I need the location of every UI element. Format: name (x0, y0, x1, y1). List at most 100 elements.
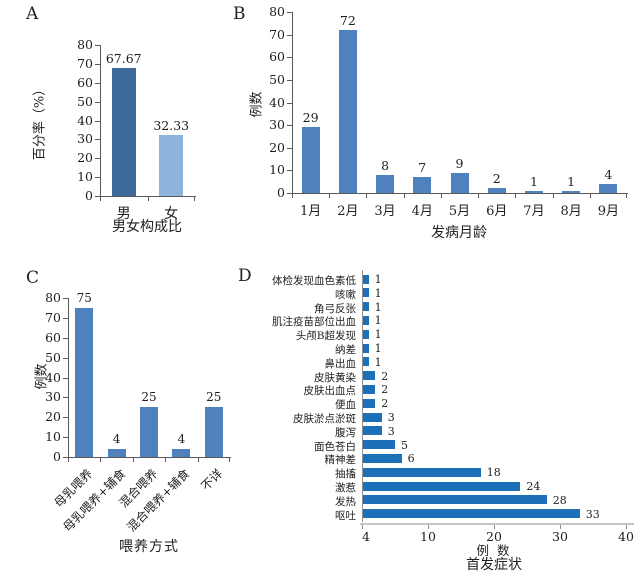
bar-7月 (524, 190, 543, 193)
x-category-tick (100, 458, 102, 462)
bar-value-label: 2 (381, 383, 389, 397)
panel-B-plot-area: 0 10 20 30 40 50 60 70 80 29 1月 72 2月 8 3月 7 4月 9 5月 2 6月 1 7月… (269, 4, 628, 219)
x-category-tick (147, 197, 149, 201)
bar-value-label: 4 (177, 432, 186, 447)
bar-value-label: 1 (567, 173, 576, 189)
panel-A-x-axis-title: 男女构成比 (112, 219, 182, 235)
x-category-tick (68, 458, 69, 462)
x-tick-label: 30 (552, 529, 568, 545)
bar-呕吐 (362, 509, 580, 519)
x-category-label: 4月 (411, 204, 433, 219)
bar-value-label: 1 (374, 314, 382, 328)
y-tick-label: 20 (45, 409, 61, 425)
x-tick-label: 4 (362, 529, 370, 545)
bar-母乳喂养+辅食 (107, 449, 126, 457)
y-tick-label: 80 (269, 4, 285, 19)
x-tick-mark (626, 525, 627, 530)
symptom-label: 体检发现血色素低 (272, 275, 356, 287)
bar-鼻出血 (362, 357, 369, 367)
x-category-tick (626, 194, 627, 198)
bar-3月 (376, 174, 395, 193)
y-tick-mark (63, 377, 68, 379)
y-tick-label: 0 (277, 185, 285, 200)
y-tick-mark (287, 79, 292, 81)
y-tick-mark (63, 437, 68, 439)
x-tick-mark (560, 525, 561, 530)
y-tick-mark (287, 57, 292, 59)
y-tick-mark (287, 102, 292, 104)
y-tick-label: 20 (269, 139, 285, 155)
x-axis-baseline (360, 523, 634, 526)
panel-D-plot-area: 体检发现血色素低 1 咳嗽 1 角弓反张 1 肌注疫苗部位出血 1 头颅B超发现 1 纳差 1 鼻出血 1… (230, 270, 644, 560)
bar-value-label: 4 (604, 166, 613, 182)
y-tick-mark (95, 120, 100, 122)
bar-value-label: 8 (381, 157, 390, 173)
x-category-label: 男 (116, 206, 131, 222)
bar-value-label: 1 (374, 273, 382, 286)
y-tick-label: 70 (269, 26, 285, 42)
symptom-label: 精神差 (324, 454, 357, 467)
x-category-tick (440, 194, 442, 198)
y-tick-label: 60 (45, 329, 61, 345)
bar-value-label: 3 (387, 424, 395, 438)
bar-便血 (362, 398, 376, 408)
panel-C-plot-area: 0 10 20 30 40 50 60 70 80 75 母乳喂养 4 母乳喂养+辅食 25 混合喂养 4 混合… (45, 290, 231, 534)
bar-发热 (362, 495, 547, 505)
y-tick-label: 50 (269, 71, 285, 87)
x-tick-mark (362, 525, 363, 530)
x-category-tick (132, 458, 134, 462)
y-tick-label: 10 (269, 162, 285, 178)
panel-A-plot-area: 0 10 20 30 40 50 60 70 80 67.67 男 32.33 女 (77, 37, 196, 222)
y-tick-label: 80 (45, 290, 61, 305)
bar-抽搐 (362, 467, 481, 477)
x-tick-label: 20 (486, 529, 502, 545)
y-axis-line (100, 45, 101, 196)
bar-8月 (562, 190, 581, 193)
panel-B-letter: B (233, 4, 247, 24)
bar-value-label: 2 (492, 171, 501, 187)
y-tick-mark (95, 101, 100, 103)
bar-角弓反张 (362, 302, 369, 312)
y-tick-mark (287, 12, 292, 13)
bar-皮肤黄染 (362, 371, 376, 381)
bar-精神差 (362, 453, 402, 463)
y-tick-mark (287, 193, 292, 194)
symptom-label: 咳嗽 (335, 288, 356, 301)
bar-混合喂养+辅食 (172, 449, 191, 457)
y-tick-label: 60 (269, 49, 285, 65)
x-category-tick (366, 194, 368, 198)
y-tick-mark (63, 337, 68, 339)
y-tick-mark (287, 147, 292, 149)
bar-value-label: 5 (401, 438, 408, 452)
x-category-tick (552, 194, 554, 198)
bar-体检发现血色素低 (362, 274, 369, 284)
symptom-label: 激惹 (335, 482, 356, 494)
y-tick-label: 10 (45, 429, 61, 445)
x-tick-label: 40 (618, 529, 634, 545)
bar-2月 (338, 30, 357, 193)
bar-男 (111, 68, 136, 196)
y-tick-label: 50 (45, 349, 61, 365)
x-category-tick (478, 194, 480, 198)
bar-咳嗽 (362, 288, 369, 298)
x-category-label: 9月 (597, 204, 620, 219)
symptom-label: 角弓反张 (314, 302, 356, 315)
x-category-tick (165, 458, 167, 462)
bar-value-label: 2 (381, 369, 389, 383)
x-category-label: 2月 (337, 204, 359, 219)
y-axis-line (68, 298, 69, 457)
bar-value-label: 1 (374, 342, 382, 355)
y-tick-label: 40 (45, 369, 61, 385)
bar-value-label: 6 (407, 452, 415, 466)
y-tick-mark (287, 125, 292, 127)
bar-value-label: 29 (302, 110, 319, 126)
x-category-tick (197, 458, 199, 462)
bar-9月 (599, 183, 618, 193)
bar-value-label: 25 (206, 390, 222, 405)
x-category-label: 6月 (486, 204, 508, 219)
bar-纳差 (362, 343, 369, 353)
x-category-label: 3月 (374, 204, 396, 219)
bar-value-label: 67.67 (105, 51, 142, 67)
bar-女 (159, 134, 184, 196)
bar-value-label: 4 (112, 432, 121, 447)
